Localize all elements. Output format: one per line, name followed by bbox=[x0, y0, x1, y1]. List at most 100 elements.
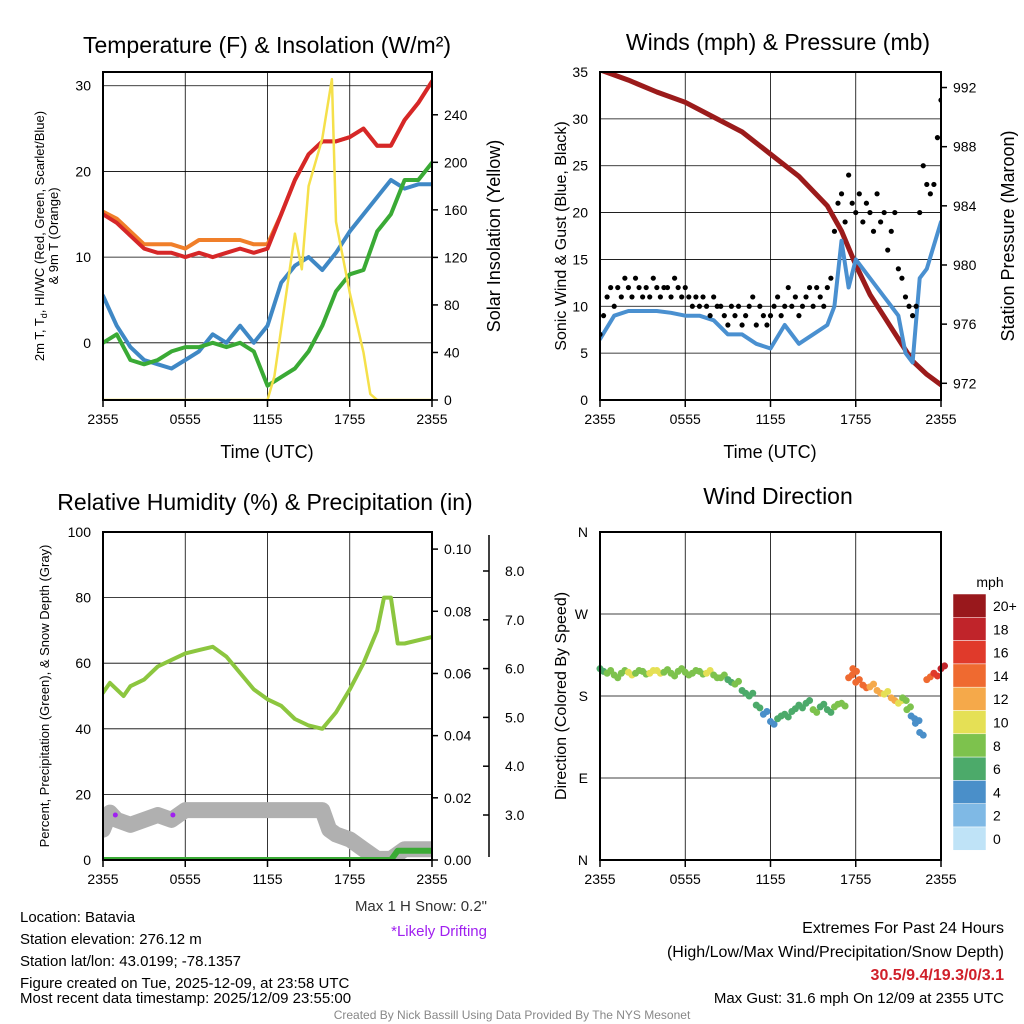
y-tick-label: 15 bbox=[572, 251, 588, 267]
direction-point bbox=[770, 720, 778, 728]
x-tick-label: 0555 bbox=[670, 411, 701, 427]
temp-y-label-line2: & 9m T (Orange) bbox=[46, 187, 61, 284]
gust-point bbox=[782, 303, 788, 309]
colorbar-label: 20+ bbox=[993, 598, 1017, 614]
y-tick-label: 60 bbox=[75, 655, 91, 671]
gust-point bbox=[725, 322, 731, 328]
gust-point bbox=[608, 284, 614, 291]
gust-point bbox=[622, 275, 628, 281]
location-text: Location: Batavia bbox=[20, 909, 136, 926]
direction-point bbox=[852, 667, 860, 675]
x-tick-label: 2355 bbox=[87, 871, 118, 887]
y-tick-label: 20 bbox=[75, 786, 91, 802]
gust-point bbox=[643, 284, 649, 291]
y2-tick-label: 80 bbox=[444, 297, 460, 313]
sonic-wind-line bbox=[600, 219, 941, 365]
direction-point bbox=[841, 702, 849, 710]
gust-point bbox=[657, 294, 663, 300]
gust-point bbox=[810, 303, 816, 309]
direction-point bbox=[749, 689, 757, 697]
snow-tick-label: 6.0 bbox=[505, 661, 525, 677]
credit-text: Created By Nick Bassill Using Data Provi… bbox=[334, 1008, 691, 1022]
colorbar-box bbox=[952, 617, 987, 641]
gust-point bbox=[853, 209, 859, 216]
y-tick-label: N bbox=[578, 524, 588, 540]
gust-point bbox=[764, 322, 770, 328]
temp-panel-title: Temperature (F) & Insolation (W/m²) bbox=[83, 32, 451, 58]
y2-tick-label: 0.00 bbox=[444, 852, 471, 868]
gust-point bbox=[842, 219, 848, 225]
extremes-title: Extremes For Past 24 Hours bbox=[802, 920, 1004, 937]
gust-point bbox=[863, 200, 870, 206]
y-tick-label: S bbox=[579, 688, 588, 704]
gust-point bbox=[860, 219, 866, 225]
x-tick-label: 1155 bbox=[252, 411, 282, 427]
wdir-panel-title: Wind Direction bbox=[703, 483, 853, 509]
gust-point bbox=[696, 303, 703, 309]
gust-point bbox=[821, 303, 827, 309]
colorbar-label: 6 bbox=[993, 761, 1001, 777]
y2-tick-label: 984 bbox=[953, 198, 977, 214]
temp-y-label-part: , HI/WC (Red, Green, Scarlet/Blue) bbox=[32, 111, 47, 313]
x-tick-label: 1755 bbox=[840, 411, 871, 427]
x-tick-label: 2355 bbox=[584, 411, 615, 427]
gust-point bbox=[870, 228, 877, 234]
colorbar-label: 8 bbox=[993, 738, 1001, 754]
colorbar-label: 18 bbox=[993, 621, 1009, 637]
hi-wc-line bbox=[103, 160, 432, 388]
likely-drifting-point bbox=[170, 812, 176, 818]
colorbar-label: 2 bbox=[993, 808, 1001, 824]
gust-point bbox=[895, 266, 901, 272]
y-tick-label: 35 bbox=[572, 64, 588, 80]
gust-point bbox=[611, 303, 617, 309]
y-tick-label: W bbox=[575, 606, 589, 622]
gust-point bbox=[792, 294, 798, 300]
colorbar-box bbox=[952, 803, 987, 828]
gust-point bbox=[703, 303, 710, 309]
gust-point bbox=[743, 313, 749, 319]
gust-point bbox=[835, 200, 841, 206]
gust-point bbox=[664, 284, 671, 291]
gust-point bbox=[856, 191, 862, 197]
gust-point bbox=[711, 294, 717, 300]
pressure-y-label: Station Pressure (Maroon) bbox=[998, 130, 1018, 341]
y-tick-label: 0 bbox=[83, 852, 91, 868]
gust-point bbox=[689, 303, 695, 309]
temp-y-label-part: 2m T, T bbox=[32, 318, 47, 361]
y2-tick-label: 980 bbox=[953, 257, 977, 273]
direction-point bbox=[870, 680, 878, 688]
gust-point bbox=[632, 275, 639, 281]
plot-frame bbox=[102, 531, 433, 861]
gust-point bbox=[728, 303, 735, 309]
dewpoint-subscript: d bbox=[39, 313, 49, 318]
plot-frame bbox=[599, 71, 942, 401]
solar-y-label: Solar Insolation (Yellow) bbox=[484, 140, 504, 332]
gust-point bbox=[917, 209, 923, 216]
relative-humidity-line bbox=[103, 595, 432, 731]
dewpoint-line bbox=[103, 178, 432, 371]
gust-point bbox=[668, 294, 674, 300]
y2-tick-label: 0.04 bbox=[444, 728, 471, 744]
x-tick-label: 2355 bbox=[416, 871, 447, 887]
panel-2: 0 20 40 60 80 100 2355 0555 1155 1755 2355 0.00 0.02… bbox=[68, 524, 525, 887]
elevation-text: Station elevation: 276.12 m bbox=[20, 931, 202, 948]
gust-point bbox=[771, 303, 777, 309]
direction-point bbox=[884, 687, 892, 695]
colorbar-box bbox=[952, 710, 987, 735]
direction-point bbox=[906, 703, 914, 711]
x-tick-label: 1155 bbox=[755, 411, 785, 427]
x-tick-label: 0555 bbox=[170, 411, 201, 427]
y2-tick-label: 0.06 bbox=[444, 665, 471, 681]
gust-point bbox=[618, 294, 624, 300]
extremes-values: 30.5/9.4/19.3/0/3.1 bbox=[871, 967, 1005, 984]
x-tick-label: 2355 bbox=[584, 871, 615, 887]
colorbar-box bbox=[952, 663, 987, 688]
direction-point bbox=[820, 700, 828, 708]
gust-point bbox=[849, 200, 855, 206]
panel-1: 0 5 10 15 20 25 30 35 2355 0555 1155 1755 2355 972 976… bbox=[572, 64, 976, 427]
gust-point bbox=[753, 322, 759, 328]
gust-point bbox=[881, 209, 887, 216]
plot-frame bbox=[102, 71, 433, 401]
wdir-y-label: Direction (Colored By Speed) bbox=[553, 592, 570, 800]
